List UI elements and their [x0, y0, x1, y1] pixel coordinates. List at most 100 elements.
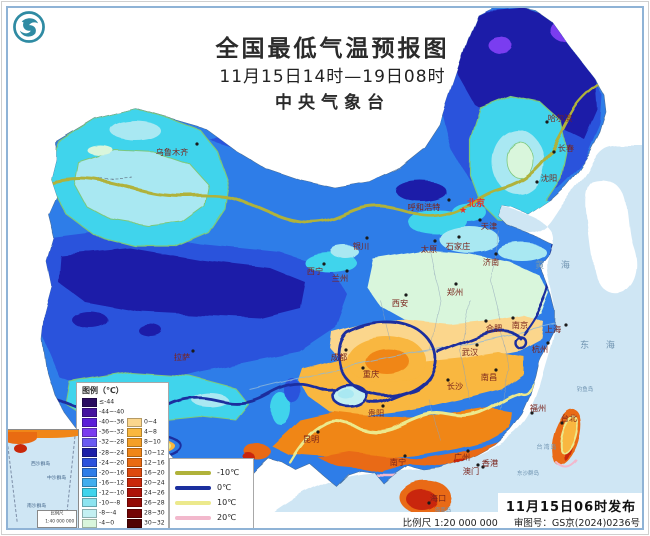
- forecast-period: 11月15日14时—19日08时: [219, 67, 446, 87]
- inset-scale-label: 比例尺: [50, 511, 64, 516]
- isoline-sample: [175, 470, 211, 475]
- legend-label: -44~-40: [99, 408, 125, 416]
- legend-swatch: [82, 407, 97, 417]
- sea-label: 钓鱼岛: [577, 385, 594, 393]
- inset-boundary-dash: [65, 436, 76, 522]
- city-label: 香港: [482, 458, 499, 468]
- legend-swatch: [82, 448, 97, 458]
- legend-row: 30~32: [127, 518, 174, 528]
- legend-swatch: [127, 488, 142, 498]
- sea-label: 东沙群岛: [517, 469, 540, 477]
- city-layer: 乌鲁木齐 哈尔滨长春沈阳呼和浩特 ★北京天津太原 石家庄济南 银川西宁兰州西安 郑州合肥南…: [156, 113, 577, 505]
- legend-row: 16~20: [127, 468, 174, 478]
- legend-swatch: [82, 427, 97, 437]
- legend-label: -8~-4: [99, 509, 117, 517]
- legend-row: 4~8: [127, 427, 174, 437]
- legend-swatch: [127, 417, 142, 427]
- hainan-island: [400, 481, 452, 515]
- inset-island-label: 中沙群岛: [47, 474, 67, 480]
- nmc-logo: [9, 7, 49, 51]
- map-scale: 比例尺 1:20 000 000: [402, 518, 498, 529]
- legend-row: -40~-36: [82, 417, 136, 427]
- city-label: 南京: [512, 320, 528, 330]
- legend-row: 0~4: [127, 417, 174, 427]
- city-label: 天津: [481, 221, 497, 231]
- city-dot: [447, 198, 451, 202]
- isoline-row: 10℃: [175, 495, 253, 510]
- inset-boundary-dash: [7, 446, 18, 522]
- inset-scale-value: 1:40 000 000: [45, 519, 75, 524]
- korea-peninsula: [585, 180, 637, 294]
- agency-name: 中央气象台: [275, 93, 390, 113]
- city-dot: [454, 282, 458, 286]
- sea-label: 海南岛: [435, 506, 452, 514]
- city-dot: [446, 378, 450, 382]
- legend-row: 8~10: [127, 437, 174, 447]
- legend-label: -12~-10: [99, 489, 125, 497]
- legend-label: -24~-20: [99, 459, 125, 467]
- city-label: 南宁: [390, 457, 406, 467]
- legend-row: -12~-10: [82, 488, 136, 498]
- city-dot: [195, 142, 199, 146]
- city-dot: [427, 501, 431, 505]
- inset-hainan: [14, 444, 27, 453]
- city-dot: [404, 293, 408, 297]
- legend-row: 12~16: [127, 458, 174, 468]
- isoline-sample: [175, 515, 211, 520]
- nmc-dragon-icon: [13, 11, 45, 43]
- city-label: 重庆: [363, 369, 379, 379]
- legend-cold-column: ≤-44 -44~-40 -40~-36 -36~-32 -32~-28 -28~-24 -…: [82, 397, 136, 528]
- isoline-label: 20℃: [217, 513, 237, 522]
- legend-swatch: [82, 468, 97, 478]
- city-label: 拉萨: [174, 352, 190, 362]
- legend-label: 16~20: [144, 469, 165, 477]
- legend-row: 24~26: [127, 488, 174, 498]
- city-dot: [494, 252, 498, 256]
- legend-row: ≤-44: [82, 397, 136, 407]
- legend-swatch: [82, 518, 97, 528]
- city-dot: [457, 235, 461, 239]
- city-label: 澳门: [463, 466, 479, 476]
- city-label: 济南: [483, 257, 499, 267]
- legend-row: 10~12: [127, 447, 174, 458]
- legend-label: 8~10: [144, 439, 161, 446]
- sea-label: 东 海: [580, 339, 622, 351]
- legend-label: -20~-16: [99, 469, 125, 477]
- city-dot: [494, 368, 498, 372]
- sea-area: [253, 145, 643, 529]
- geography-layer: [41, 7, 643, 529]
- issued-time: 11月15日06时发布: [505, 500, 637, 515]
- city-label: 兰州: [332, 273, 348, 283]
- inset-coastline-warm: [7, 432, 37, 444]
- city-dot: [484, 319, 488, 323]
- inset-scale-box: 比例尺 1:40 000 000: [37, 510, 77, 528]
- south-china-sea-inset: 西沙群岛 中沙群岛 南沙群岛 比例尺 1:40 000 000: [6, 429, 79, 530]
- city-label: 长春: [558, 143, 574, 153]
- legend-swatch: [127, 427, 142, 437]
- isoline-label: 0℃: [217, 483, 232, 492]
- city-dot: [381, 404, 385, 408]
- city-label: 石家庄: [446, 241, 471, 251]
- map-credits: 比例尺 1:20 000 000 审图号：GS京(2024)0236号: [300, 515, 640, 529]
- city-label: 郑州: [447, 287, 463, 297]
- legend-label: 30~32: [144, 519, 165, 527]
- city-label: 南昌: [481, 372, 497, 382]
- legend-row: -8~-4: [82, 508, 136, 518]
- legend-swatch: [82, 458, 97, 468]
- legend-swatch: [127, 518, 142, 528]
- taiwan-island: [551, 408, 581, 466]
- city-dot: [191, 349, 195, 353]
- city-dot: [316, 430, 320, 434]
- legend-swatch: [127, 458, 142, 468]
- legend-label: 24~26: [144, 489, 165, 497]
- inset-coastline: [7, 430, 78, 438]
- temperature-legend: 图例（℃） ≤-44 -44~-40 -40~-36 -36~-32 -32~-28 -2…: [76, 382, 169, 530]
- city-label: 哈尔滨: [548, 113, 573, 123]
- city-dot: [564, 323, 568, 327]
- city-dot: [403, 454, 407, 458]
- legend-swatch: [127, 437, 142, 447]
- city-label: 西宁: [307, 266, 323, 276]
- city-dot: [511, 316, 515, 320]
